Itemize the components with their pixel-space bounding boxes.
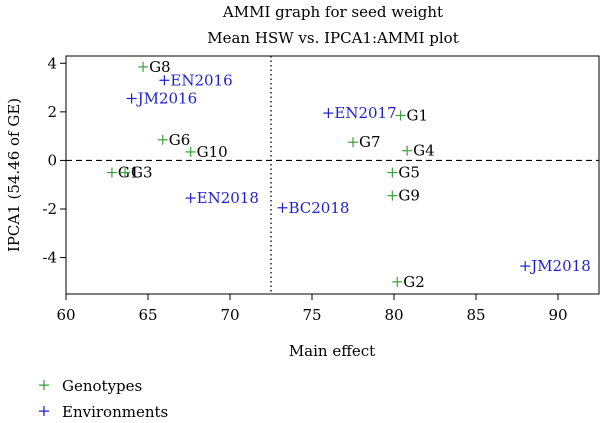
plot-frame	[65, 55, 600, 295]
chart-subtitle: Mean HSW vs. IPCA1:AMMI plot	[207, 29, 458, 47]
x-tick-label: 85	[466, 306, 485, 324]
x-axis-label: Main effect	[289, 342, 375, 360]
point-label: G3	[131, 164, 153, 182]
genotype-point: G5	[387, 164, 420, 182]
environment-point: JM2018	[520, 257, 591, 275]
point-label: JM2016	[136, 90, 198, 108]
y-tick-label: 4	[47, 54, 57, 72]
x-tick-label: 65	[138, 306, 157, 324]
environment-point: JM2016	[126, 90, 198, 108]
genotype-point: G3	[120, 164, 153, 182]
point-label: JM2018	[529, 257, 591, 275]
environment-point: EN2016	[159, 71, 233, 89]
chart-title: AMMI graph for seed weight	[222, 3, 443, 21]
legend: + Genotypes + Environments	[37, 375, 168, 421]
point-label: G4	[413, 142, 435, 160]
environment-point: EN2018	[185, 189, 259, 207]
legend-label-genotypes: Genotypes	[62, 377, 142, 395]
genotype-point: G1	[395, 107, 429, 125]
y-tick-label: 2	[47, 103, 57, 121]
point-label: EN2016	[170, 71, 232, 89]
point-label: BC2018	[288, 199, 349, 217]
point-label: EN2018	[197, 189, 259, 207]
x-tick-label: 90	[548, 306, 567, 324]
point-label: G5	[398, 164, 420, 182]
point-label: G8	[149, 58, 171, 76]
genotype-point: G7	[348, 133, 381, 151]
point-label: G1	[407, 107, 429, 125]
point-label: G6	[169, 131, 191, 149]
genotype-point: G8	[138, 58, 171, 76]
genotype-point: G6	[157, 131, 191, 149]
legend-marker-genotypes: +	[37, 375, 50, 394]
genotype-point: G9	[387, 187, 420, 205]
environment-point: BC2018	[277, 199, 349, 217]
legend-label-environments: Environments	[62, 403, 168, 421]
genotype-point: G4	[402, 142, 435, 160]
point-label: G9	[398, 187, 420, 205]
point-label: G7	[359, 133, 381, 151]
environment-point: EN2017	[323, 104, 397, 122]
x-tick-label: 70	[220, 306, 239, 324]
x-tick-label: 75	[302, 306, 321, 324]
x-axis: 60 65 70 75 80 85 90	[56, 294, 568, 324]
reference-lines	[66, 56, 599, 294]
y-tick-label: -4	[42, 249, 57, 267]
y-axis: -4 -2 0 2 4	[42, 54, 66, 267]
x-tick-label: 60	[56, 306, 75, 324]
point-label: G10	[197, 143, 228, 161]
y-axis-label: IPCA1 (54.46 of GE)	[5, 98, 23, 252]
genotype-point: G2	[392, 273, 425, 291]
y-tick-label: -2	[42, 200, 57, 218]
genotype-point: G10	[185, 143, 228, 161]
point-label: EN2017	[334, 104, 396, 122]
y-tick-label: 0	[47, 151, 57, 169]
legend-marker-environments: +	[37, 401, 50, 420]
point-label: G2	[403, 273, 425, 291]
x-tick-label: 80	[384, 306, 403, 324]
